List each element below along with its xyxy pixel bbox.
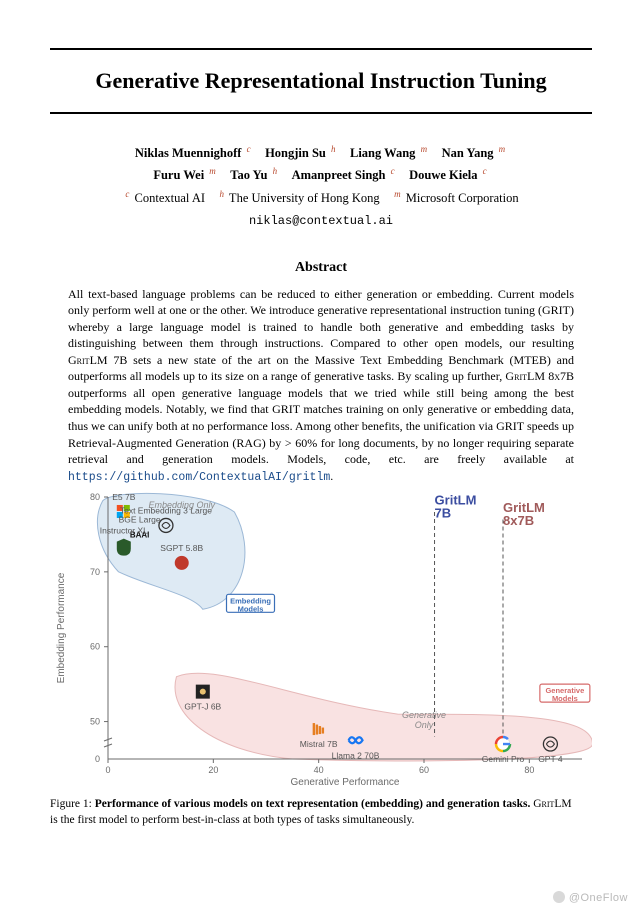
svg-text:Models: Models <box>238 605 264 614</box>
svg-text:Instructor XL: Instructor XL <box>100 526 148 536</box>
svg-text:SGPT 5.8B: SGPT 5.8B <box>160 543 203 553</box>
svg-text:Generative Performance: Generative Performance <box>291 777 400 788</box>
svg-text:70: 70 <box>90 567 100 577</box>
svg-text:Mistral 7B: Mistral 7B <box>300 740 338 750</box>
svg-text:60: 60 <box>90 642 100 652</box>
svg-text:0: 0 <box>105 765 110 775</box>
authors-line-1: Niklas Muennighoff c Hongjin Su h Liang … <box>50 142 592 164</box>
svg-text:Embedding Only: Embedding Only <box>148 501 215 511</box>
top-rule <box>50 48 592 50</box>
svg-text:50: 50 <box>90 717 100 727</box>
svg-text:E5 7B: E5 7B <box>112 492 135 502</box>
svg-text:Only: Only <box>415 720 434 730</box>
affiliations: c Contextual AI h The University of Hong… <box>50 187 592 209</box>
svg-text:80: 80 <box>524 765 534 775</box>
svg-text:8x7B: 8x7B <box>503 513 534 528</box>
figure-1: 0 20 40 60 80 50 60 70 80 0 Generative Performance… <box>50 491 592 791</box>
svg-text:Gemini Pro: Gemini Pro <box>482 755 525 765</box>
svg-text:GPT 4: GPT 4 <box>538 755 563 765</box>
svg-text:40: 40 <box>314 765 324 775</box>
svg-text:Generative: Generative <box>402 710 446 720</box>
svg-text:0: 0 <box>95 754 100 764</box>
svg-text:GPT-J 6B: GPT-J 6B <box>184 702 221 712</box>
svg-text:Embedding Performance: Embedding Performance <box>56 573 67 684</box>
svg-text:20: 20 <box>208 765 218 775</box>
watermark: @OneFlow <box>553 891 628 904</box>
svg-text:BGE Large: BGE Large <box>119 515 161 525</box>
svg-text:80: 80 <box>90 492 100 502</box>
svg-text:Llama 2 70B: Llama 2 70B <box>332 751 380 761</box>
figure-1-caption: Figure 1: Performance of various models … <box>50 797 574 828</box>
watermark-icon <box>553 891 565 903</box>
figure-1-svg: 0 20 40 60 80 50 60 70 80 0 Generative Performance… <box>50 491 592 791</box>
svg-text:60: 60 <box>419 765 429 775</box>
paper-title: Generative Representational Instruction … <box>50 68 592 94</box>
abstract-body: All text-based language problems can be … <box>68 286 574 486</box>
title-rule <box>50 112 592 114</box>
svg-text:7B: 7B <box>435 506 452 521</box>
svg-text:Models: Models <box>552 695 578 704</box>
watermark-text: @OneFlow <box>569 892 628 904</box>
contact-email: niklas@contextual.ai <box>50 211 592 231</box>
authors-line-2: Furu Wei m Tao Yu h Amanpreet Singh c Do… <box>50 164 592 186</box>
abstract-heading: Abstract <box>50 260 592 276</box>
